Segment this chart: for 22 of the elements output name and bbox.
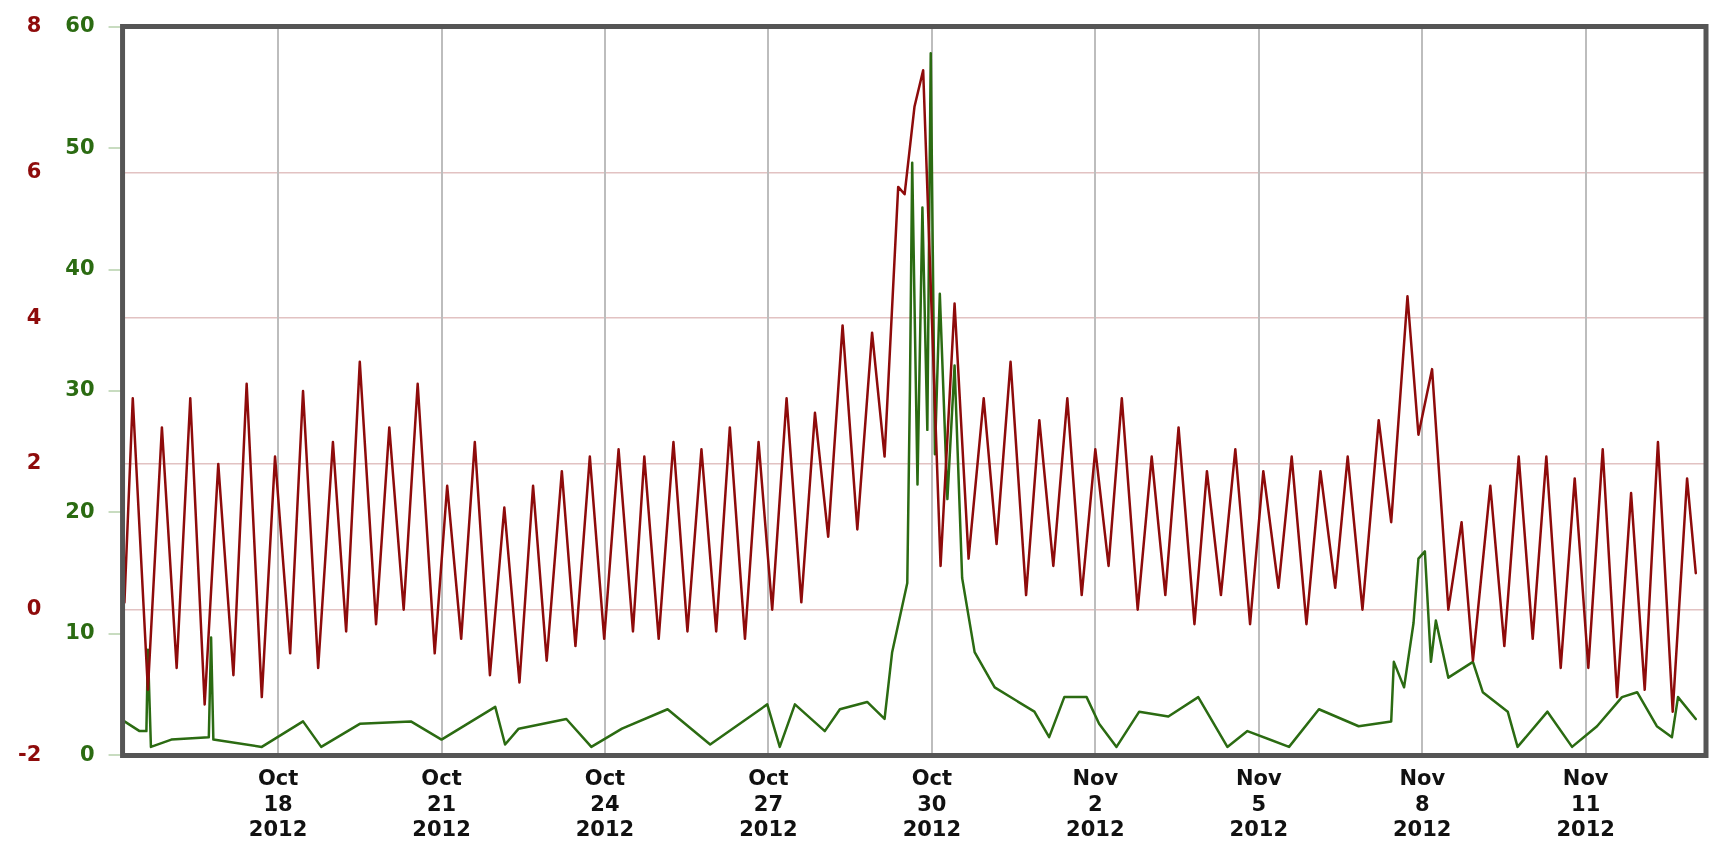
x-tick-label: Nov 2 2012 bbox=[1066, 766, 1125, 841]
x-tick-label: Oct 27 2012 bbox=[739, 766, 798, 841]
y2-tick-label: 20 bbox=[65, 498, 95, 523]
y-tick-label: 6 bbox=[26, 158, 42, 183]
y-tick-label: -2 bbox=[18, 741, 42, 766]
x-tick-label: Nov 8 2012 bbox=[1393, 766, 1452, 841]
y-tick-label: 4 bbox=[26, 304, 42, 329]
y-tick-label: 2 bbox=[26, 450, 42, 475]
y2-tick-label: 40 bbox=[65, 255, 95, 280]
x-tick-label: Oct 24 2012 bbox=[575, 766, 635, 841]
y2-tick-label: 30 bbox=[65, 377, 95, 402]
y-tick-label: 0 bbox=[26, 596, 42, 621]
x-tick-label: Nov 5 2012 bbox=[1229, 766, 1288, 841]
y-tick-label: 8 bbox=[26, 13, 42, 38]
x-tick-label: Oct 21 2012 bbox=[412, 766, 471, 841]
y2-tick-label: 60 bbox=[65, 13, 95, 38]
x-tick-label: Nov 11 2012 bbox=[1556, 766, 1615, 841]
x-tick-label: Oct 18 2012 bbox=[248, 766, 308, 841]
y2-tick-label: 10 bbox=[65, 620, 95, 645]
x-tick-label: Oct 30 2012 bbox=[902, 766, 962, 841]
y2-tick-label: 50 bbox=[65, 134, 95, 159]
y2-tick-label: 0 bbox=[79, 741, 95, 766]
